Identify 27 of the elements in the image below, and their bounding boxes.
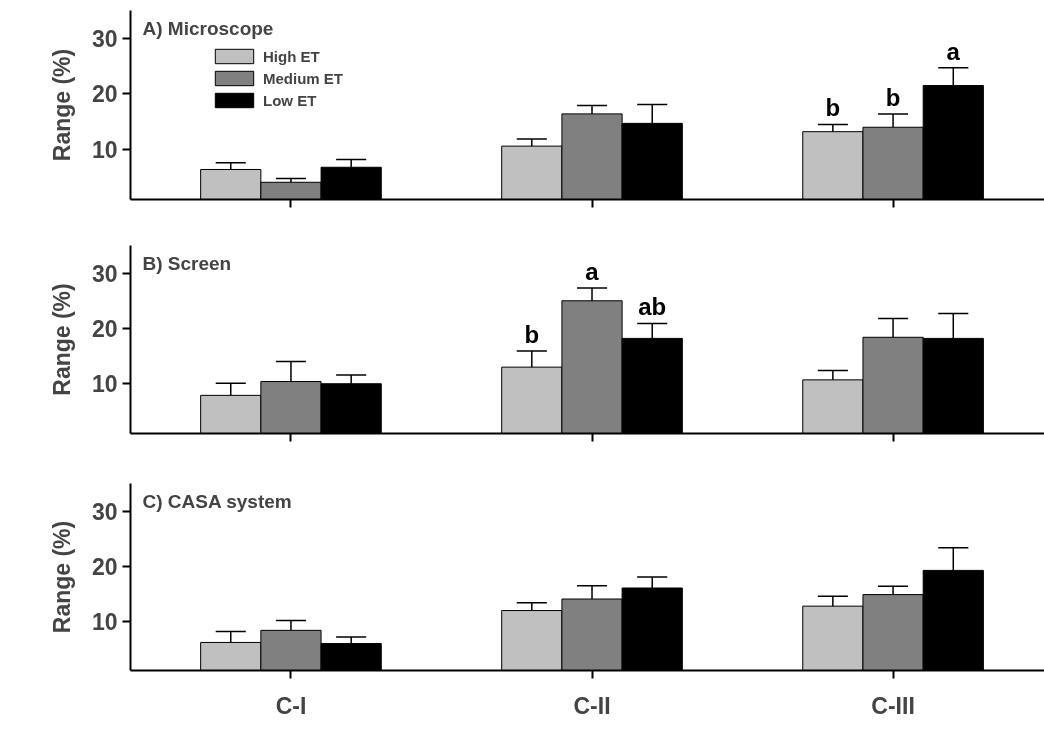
y-tick-label: 20 [91,553,118,580]
annotation: a [585,258,600,286]
y-axis-title: Range (%) [48,520,75,634]
y-tick-label: 30 [91,498,118,525]
y-tick-label: 10 [91,136,118,163]
x-tick-label: C-III [871,692,915,719]
x-tick-label: C-II [573,692,611,719]
annotation: b [825,94,841,122]
annotation: a [946,37,961,65]
legend-label: High ET [263,47,320,65]
y-tick-label: 10 [91,608,118,635]
y-tick-label: 30 [91,25,118,52]
y-axis-title: Range (%) [48,48,75,162]
y-tick-label: 30 [91,260,118,287]
y-axis-title: Range (%) [48,283,75,396]
y-tick-label: 10 [91,371,118,398]
chart-title: A) Microscope [142,17,274,39]
annotation: ab [638,293,667,321]
annotation: b [885,83,901,111]
y-tick-label: 20 [91,315,118,342]
legend-label: Low ET [263,91,317,109]
legend-label: Medium ET [263,69,344,87]
annotation: b [524,321,540,349]
chart-title: B) Screen [142,252,232,274]
chart-title: C) CASA system [142,490,292,512]
y-tick-label: 20 [91,81,118,108]
x-tick-label: C-I [275,692,307,719]
